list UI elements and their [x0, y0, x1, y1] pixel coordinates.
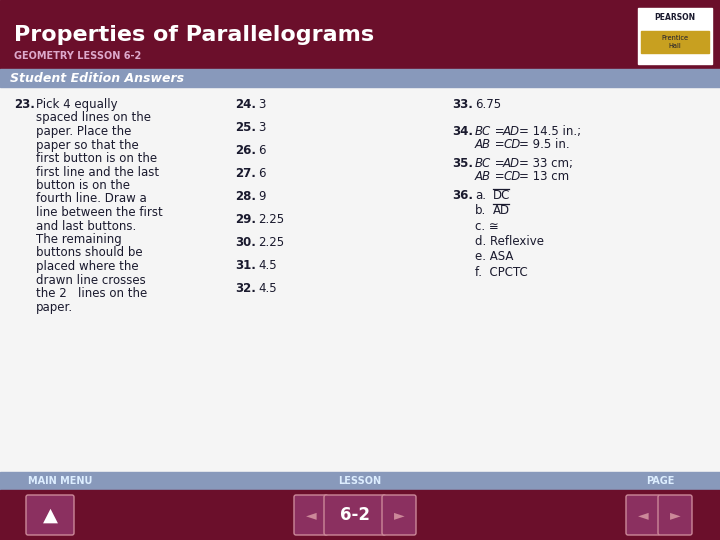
Text: BC: BC	[475, 157, 491, 170]
Text: fourth line. Draw a: fourth line. Draw a	[36, 192, 147, 206]
Text: AD: AD	[503, 157, 520, 170]
Text: AB: AB	[475, 170, 491, 183]
Text: ◄: ◄	[638, 508, 648, 522]
Bar	[641, 31, 709, 53]
Bar	[0, 490, 720, 540]
Text: 6: 6	[258, 167, 266, 180]
Bar	[638, 8, 712, 64]
Text: buttons should be: buttons should be	[36, 246, 143, 260]
Text: ▲: ▲	[42, 505, 58, 524]
Text: 30.: 30.	[235, 236, 256, 249]
Text: Properties of Parallelograms: Properties of Parallelograms	[14, 25, 374, 45]
Text: = 9.5 in.: = 9.5 in.	[519, 138, 570, 151]
FancyBboxPatch shape	[626, 495, 660, 535]
Text: drawn line crosses: drawn line crosses	[36, 273, 145, 287]
Text: 6: 6	[258, 144, 266, 157]
Bar	[0, 87, 720, 480]
Text: = 33 cm;: = 33 cm;	[519, 157, 573, 170]
Text: Prentice
Hall: Prentice Hall	[662, 36, 688, 49]
Text: =: =	[491, 138, 505, 151]
Text: The remaining: The remaining	[36, 233, 122, 246]
Text: placed where the: placed where the	[36, 260, 139, 273]
Text: AB: AB	[475, 138, 491, 151]
Text: paper so that the: paper so that the	[36, 138, 139, 152]
Text: b.: b.	[475, 204, 486, 217]
Text: button is on the: button is on the	[36, 179, 130, 192]
Text: =: =	[491, 157, 505, 170]
Bar	[0, 69, 720, 87]
FancyBboxPatch shape	[294, 495, 328, 535]
Text: 4.5: 4.5	[258, 282, 276, 295]
Text: MAIN MENU: MAIN MENU	[28, 476, 92, 486]
Text: 3: 3	[258, 98, 266, 111]
FancyBboxPatch shape	[658, 495, 692, 535]
Text: paper.: paper.	[36, 300, 73, 314]
Text: c. ≅: c. ≅	[475, 220, 499, 233]
Bar	[0, 0, 720, 72]
Text: 23.: 23.	[14, 98, 35, 111]
Text: 35.: 35.	[452, 157, 473, 170]
Text: f.  CPCTC: f. CPCTC	[475, 266, 528, 279]
Text: 25.: 25.	[235, 121, 256, 134]
Text: 27.: 27.	[235, 167, 256, 180]
Text: 4.5: 4.5	[258, 259, 276, 272]
Text: 6.75: 6.75	[475, 98, 501, 111]
Text: spaced lines on the: spaced lines on the	[36, 111, 151, 125]
Text: and last buttons.: and last buttons.	[36, 219, 136, 233]
Text: 2.25: 2.25	[258, 213, 284, 226]
Text: PAGE: PAGE	[646, 476, 674, 486]
Text: ►: ►	[394, 508, 405, 522]
Text: 33.: 33.	[452, 98, 473, 111]
Text: PEARSON: PEARSON	[654, 14, 696, 23]
Text: line between the first: line between the first	[36, 206, 163, 219]
Text: 34.: 34.	[452, 125, 473, 138]
Text: Pick 4 equally: Pick 4 equally	[36, 98, 117, 111]
Bar	[0, 472, 720, 490]
Text: 28.: 28.	[235, 190, 256, 203]
Text: DC: DC	[493, 189, 510, 202]
Text: =: =	[491, 170, 505, 183]
Text: 26.: 26.	[235, 144, 256, 157]
Text: CD: CD	[503, 170, 521, 183]
Text: Student Edition Answers: Student Edition Answers	[10, 71, 184, 84]
Text: GEOMETRY LESSON 6-2: GEOMETRY LESSON 6-2	[14, 51, 141, 61]
Text: 36.: 36.	[452, 189, 473, 202]
Text: the 2   lines on the: the 2 lines on the	[36, 287, 148, 300]
FancyBboxPatch shape	[26, 495, 74, 535]
Text: 6-2: 6-2	[340, 506, 370, 524]
Text: = 13 cm: = 13 cm	[519, 170, 569, 183]
Text: ◄: ◄	[306, 508, 316, 522]
Text: a.: a.	[475, 189, 486, 202]
FancyBboxPatch shape	[382, 495, 416, 535]
Text: LESSON: LESSON	[338, 476, 382, 486]
Text: AD: AD	[493, 204, 510, 217]
Text: e. ASA: e. ASA	[475, 250, 513, 263]
Text: 3: 3	[258, 121, 266, 134]
Text: 2.25: 2.25	[258, 236, 284, 249]
Text: first button is on the: first button is on the	[36, 152, 157, 165]
Text: 32.: 32.	[235, 282, 256, 295]
Text: ►: ►	[670, 508, 680, 522]
Text: first line and the last: first line and the last	[36, 165, 159, 179]
Text: 9: 9	[258, 190, 266, 203]
Text: d. Reflexive: d. Reflexive	[475, 235, 544, 248]
Text: AD: AD	[503, 125, 520, 138]
Text: BC: BC	[475, 125, 491, 138]
FancyBboxPatch shape	[324, 495, 386, 535]
Text: = 14.5 in.;: = 14.5 in.;	[519, 125, 581, 138]
Text: 29.: 29.	[235, 213, 256, 226]
Text: 31.: 31.	[235, 259, 256, 272]
Text: CD: CD	[503, 138, 521, 151]
Text: =: =	[491, 125, 505, 138]
Text: 24.: 24.	[235, 98, 256, 111]
Text: paper. Place the: paper. Place the	[36, 125, 131, 138]
